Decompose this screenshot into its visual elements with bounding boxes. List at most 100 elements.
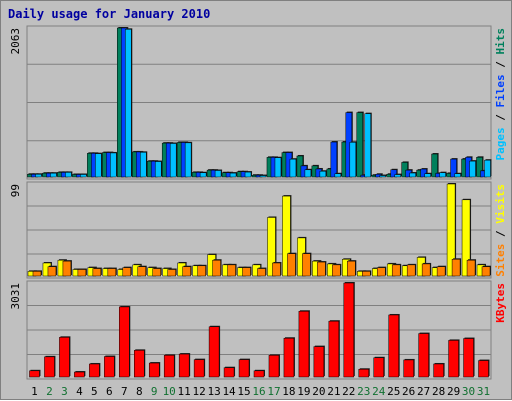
bar-pages-day-7 — [125, 29, 132, 178]
bar-kbytes-day-30 — [463, 338, 474, 378]
bar-kbytes-day-15 — [238, 359, 250, 378]
bar-kbytes-day-17 — [268, 355, 280, 378]
day-label: 29 — [447, 385, 460, 398]
bar-pages-day-16 — [259, 175, 267, 178]
bar-pages-day-6 — [110, 152, 117, 178]
day-label: 5 — [91, 385, 98, 398]
bar-pages-day-4 — [80, 174, 87, 178]
bar-kbytes-day-27 — [418, 333, 429, 378]
bar-kbytes-day-21 — [328, 320, 340, 378]
chart-title: Daily usage for January 2010 — [8, 7, 211, 21]
bar-kbytes-day-22 — [343, 282, 355, 378]
day-label: 23 — [357, 385, 370, 398]
panel-visits-sites-max-label: 99 — [9, 184, 22, 197]
bar-sites-day-16 — [257, 268, 266, 277]
panel-kbytes-max-label: 3031 — [9, 283, 22, 310]
bar-sites-day-1 — [32, 271, 42, 277]
legend-entry: / — [494, 55, 507, 75]
bar-pages-day-14 — [229, 172, 237, 178]
bar-sites-day-2 — [47, 266, 57, 277]
legend-entry: Files — [494, 74, 507, 107]
bar-sites-day-22 — [347, 260, 356, 277]
bar-files-day-29 — [450, 158, 457, 178]
bar-sites-day-17 — [272, 262, 281, 277]
bar-sites-day-13 — [212, 259, 221, 277]
bar-pages-day-30 — [469, 160, 476, 178]
bar-pages-day-29 — [454, 173, 461, 178]
day-label: 1 — [31, 385, 38, 398]
bar-pages-day-23 — [364, 113, 372, 178]
bar-kbytes-day-26 — [403, 359, 414, 378]
bar-pages-day-5 — [95, 153, 102, 178]
bar-pages-day-27 — [424, 173, 431, 178]
day-label: 26 — [402, 385, 415, 398]
bar-kbytes-day-25 — [388, 314, 399, 378]
bar-kbytes-day-3 — [59, 337, 70, 378]
bar-pages-day-2 — [50, 172, 57, 178]
bar-sites-day-27 — [421, 263, 431, 277]
bar-sites-day-18 — [287, 253, 296, 277]
bar-pages-day-26 — [409, 172, 416, 178]
panel-visits-sites-legend: Sites / Visits — [494, 184, 507, 277]
bar-pages-day-10 — [169, 143, 177, 178]
bar-kbytes-day-6 — [104, 356, 115, 378]
bar-sites-day-5 — [92, 268, 102, 277]
bar-sites-day-10 — [167, 269, 176, 277]
bar-pages-day-8 — [140, 152, 147, 178]
bar-sites-day-28 — [436, 266, 446, 277]
bar-sites-day-30 — [466, 259, 476, 277]
bar-sites-day-26 — [406, 264, 416, 277]
day-label: 3 — [61, 385, 68, 398]
bar-sites-day-7 — [122, 267, 132, 277]
legend-entry: / — [494, 224, 507, 244]
panel-hits-files-pages-max-label: 2063 — [9, 28, 22, 55]
bar-pages-day-9 — [154, 161, 162, 178]
day-label: 15 — [237, 385, 250, 398]
legend-entry: Sites — [494, 244, 507, 277]
legend-entry: / — [494, 108, 507, 128]
bar-files-day-25 — [390, 169, 397, 178]
bar-pages-day-3 — [65, 172, 72, 178]
bar-kbytes-day-31 — [478, 360, 489, 378]
bar-pages-day-1 — [35, 174, 42, 178]
bar-kbytes-day-29 — [448, 340, 459, 378]
bar-sites-day-11 — [182, 266, 191, 277]
bar-pages-day-20 — [319, 170, 327, 178]
day-label: 4 — [76, 385, 83, 398]
bar-pages-day-24 — [379, 175, 386, 178]
bar-kbytes-day-19 — [298, 311, 310, 378]
bar-kbytes-day-23 — [358, 368, 370, 378]
bar-pages-day-25 — [394, 174, 401, 178]
day-label: 19 — [297, 385, 310, 398]
day-label: 18 — [282, 385, 295, 398]
bar-pages-day-17 — [274, 157, 282, 178]
day-label: 27 — [417, 385, 430, 398]
bar-kbytes-day-14 — [223, 367, 235, 378]
bar-hits-day-23 — [356, 112, 364, 178]
bar-pages-day-31 — [484, 159, 491, 178]
legend-entry: Pages — [494, 127, 507, 160]
day-label: 21 — [327, 385, 340, 398]
bar-pages-day-11 — [184, 142, 192, 178]
bar-hits-day-31 — [476, 157, 483, 178]
bar-kbytes-day-5 — [89, 363, 100, 378]
bar-kbytes-day-2 — [44, 356, 55, 378]
bar-pages-day-12 — [199, 172, 207, 178]
bar-kbytes-day-12 — [193, 359, 205, 378]
bar-sites-day-4 — [77, 269, 87, 277]
day-label: 8 — [136, 385, 143, 398]
bar-kbytes-day-7 — [119, 306, 130, 378]
bar-pages-day-18 — [289, 158, 297, 178]
day-label: 16 — [252, 385, 265, 398]
bar-sites-day-14 — [227, 264, 236, 277]
day-label: 12 — [193, 385, 206, 398]
bar-sites-day-31 — [481, 266, 491, 277]
day-label: 2 — [46, 385, 53, 398]
bar-pages-day-19 — [304, 169, 312, 178]
bar-shadow — [261, 174, 267, 176]
bar-sites-day-3 — [62, 260, 72, 277]
bar-pages-day-21 — [334, 173, 342, 178]
bar-kbytes-day-10 — [163, 355, 175, 378]
